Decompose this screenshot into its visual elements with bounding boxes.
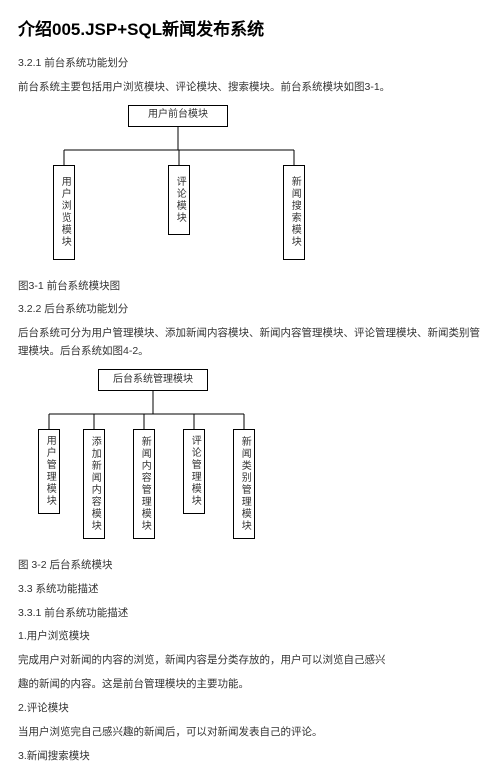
item-1-para-b: 趣的新闻的内容。这是前台管理模块的主要功能。 [18, 676, 486, 694]
section-3-2-1-heading: 3.2.1 前台系统功能划分 [18, 55, 486, 73]
item-2-title: 2.评论模块 [18, 700, 486, 718]
section-3-2-1-intro: 前台系统主要包括用户浏览模块、评论模块、搜索模块。前台系统模块如图3-1。 [18, 79, 486, 97]
item-3-title: 3.新闻搜索模块 [18, 748, 486, 766]
tree-connectors [18, 369, 338, 549]
page-title: 介绍005.JSP+SQL新闻发布系统 [18, 16, 486, 45]
figure-3-2-caption: 图 3-2 后台系统模块 [18, 557, 486, 575]
diagram-frontend-modules: 用户前台模块用户浏览模块评论模块新闻搜索模块 [18, 105, 338, 270]
section-3-3-1-heading: 3.3.1 前台系统功能描述 [18, 605, 486, 623]
section-3-2-2-intro: 后台系统可分为用户管理模块、添加新闻内容模块、新闻内容管理模块、评论管理模块、新… [18, 325, 486, 361]
item-1-para-a: 完成用户对新闻的内容的浏览，新闻内容是分类存放的，用户可以浏览自己感兴 [18, 652, 486, 670]
section-3-2-2-heading: 3.2.2 后台系统功能划分 [18, 301, 486, 319]
item-2-para: 当用户浏览完自己感兴趣的新闻后，可以对新闻发表自己的评论。 [18, 724, 486, 742]
diagram-backend-modules: 后台系统管理模块用户管理模块添加新闻内容模块新闻内容管理模块评论管理模块新闻类别… [18, 369, 338, 549]
figure-3-1-caption: 图3-1 前台系统模块图 [18, 278, 486, 296]
section-3-3-heading: 3.3 系统功能描述 [18, 581, 486, 599]
item-1-title: 1.用户浏览模块 [18, 628, 486, 646]
tree-connectors [18, 105, 338, 270]
